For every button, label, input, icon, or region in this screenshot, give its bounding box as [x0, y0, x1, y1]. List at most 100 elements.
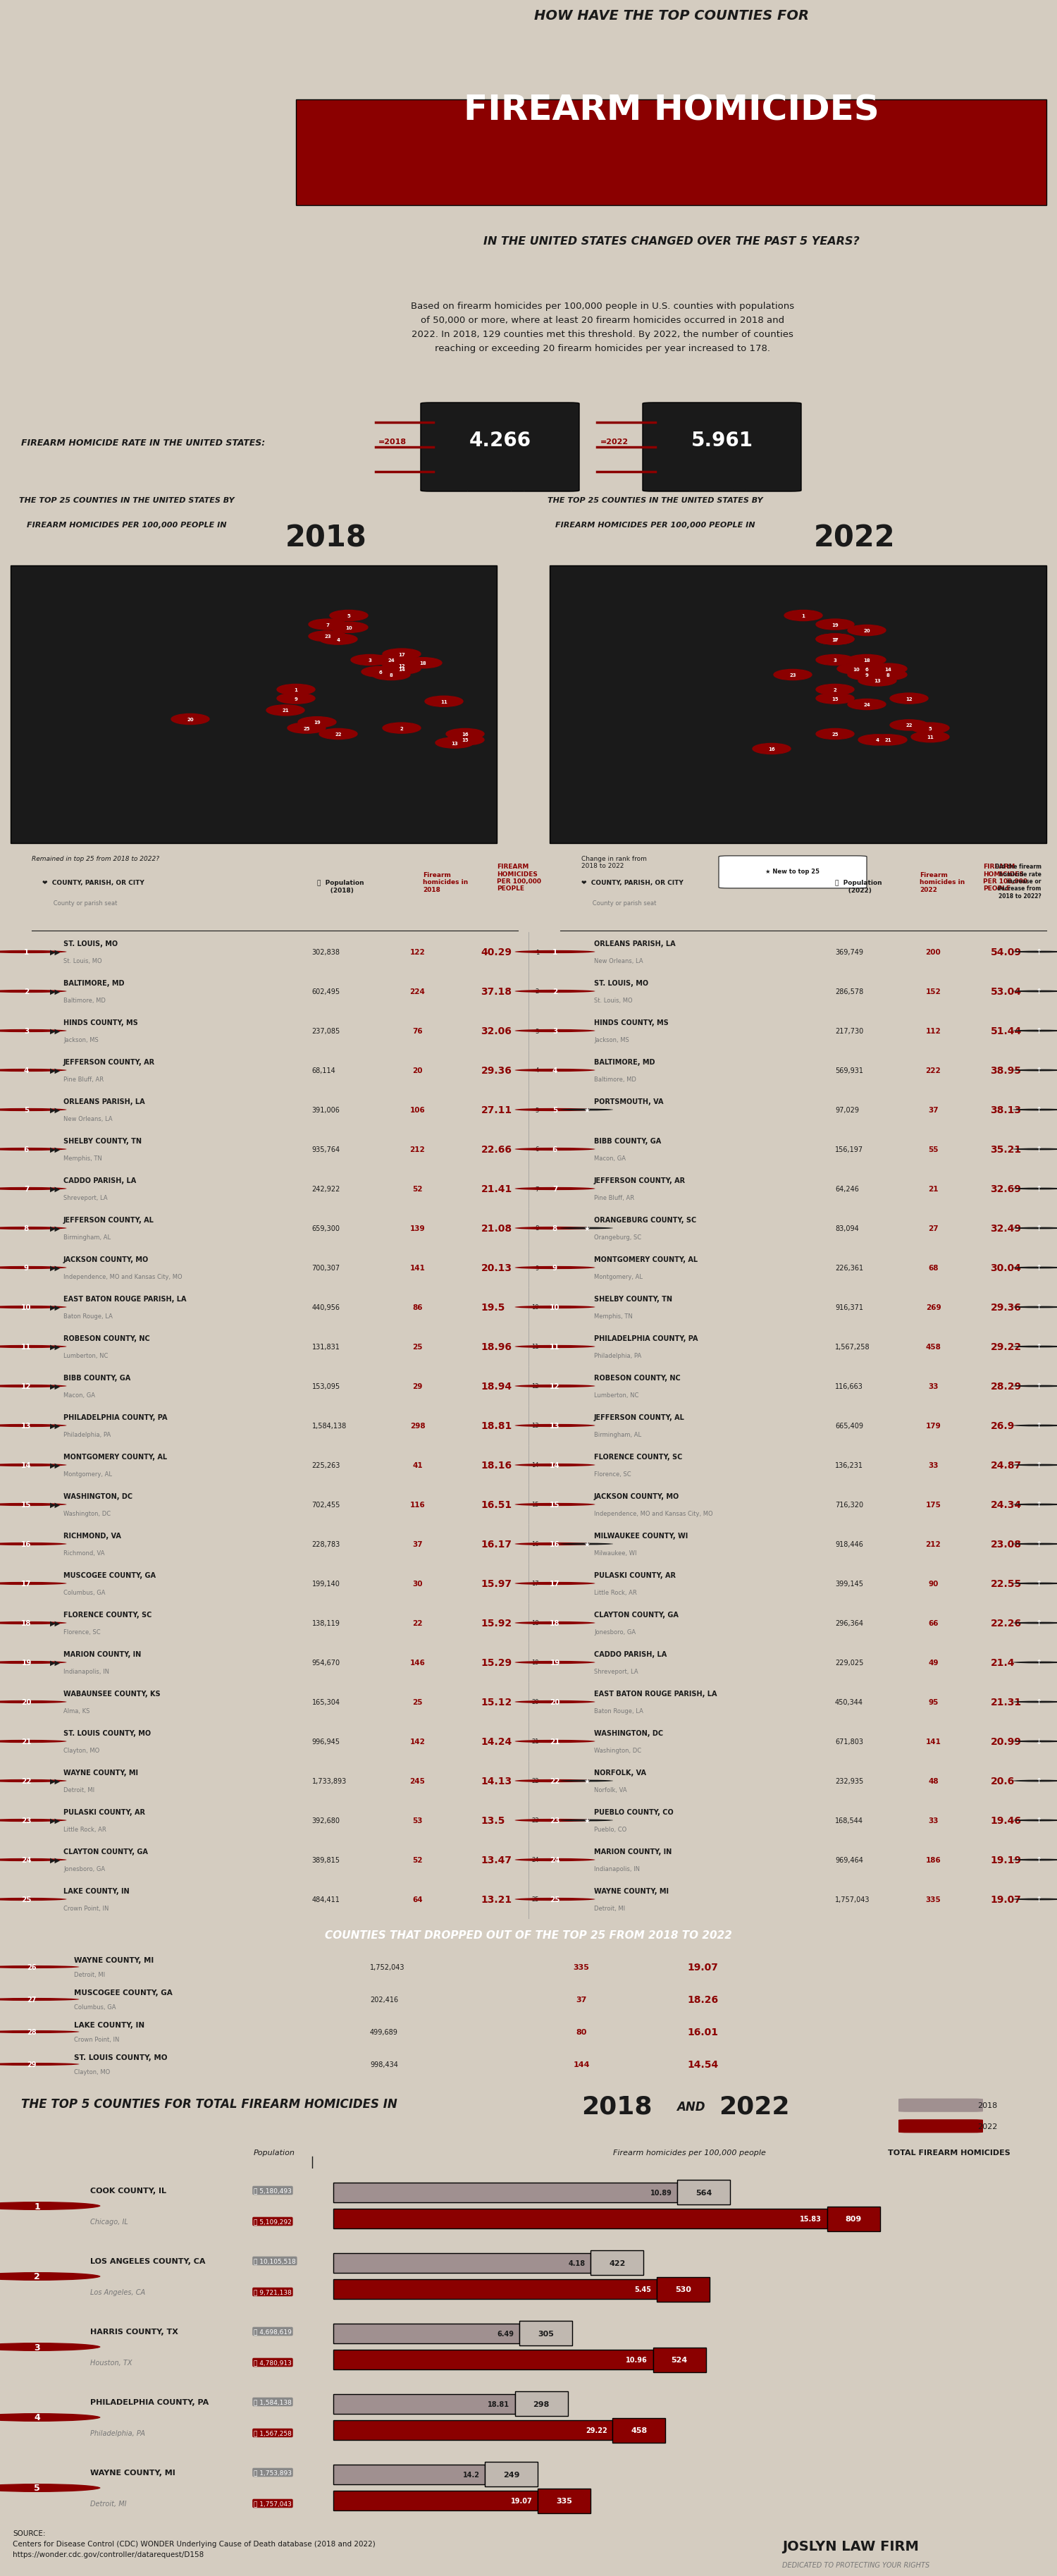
Circle shape: [848, 701, 886, 711]
Circle shape: [383, 649, 421, 659]
Text: ROBESON COUNTY, NC: ROBESON COUNTY, NC: [594, 1373, 681, 1381]
Text: 16.51: 16.51: [481, 1499, 512, 1510]
Text: 20.99: 20.99: [990, 1736, 1021, 1747]
Text: 8: 8: [535, 1226, 539, 1231]
Circle shape: [515, 1700, 595, 1703]
Text: ▶▶: ▶▶: [50, 1342, 60, 1350]
Circle shape: [351, 654, 389, 665]
Circle shape: [0, 1700, 67, 1703]
Text: 186: 186: [926, 1857, 941, 1862]
Text: BALTIMORE, MD: BALTIMORE, MD: [594, 1059, 655, 1066]
Text: 29: 29: [27, 2061, 36, 2069]
Text: 29.22: 29.22: [586, 2427, 608, 2434]
Text: 18: 18: [550, 1620, 560, 1625]
Text: 11: 11: [21, 1342, 32, 1350]
Circle shape: [435, 737, 474, 750]
Text: 21: 21: [21, 1739, 32, 1744]
Circle shape: [0, 1188, 67, 1190]
Text: 21.41: 21.41: [481, 1185, 512, 1193]
Circle shape: [0, 1504, 67, 1507]
Text: 95: 95: [928, 1698, 939, 1705]
Text: Philadelphia, PA: Philadelphia, PA: [63, 1432, 111, 1437]
Text: 7: 7: [326, 623, 330, 626]
Text: ▶▶: ▶▶: [50, 1185, 60, 1193]
Circle shape: [784, 611, 822, 621]
Text: Jackson, MS: Jackson, MS: [594, 1036, 629, 1043]
FancyBboxPatch shape: [719, 855, 867, 889]
Text: ↑: ↑: [1036, 1028, 1042, 1036]
Text: 13: 13: [21, 1422, 32, 1430]
Text: THE TOP 5 COUNTIES FOR TOTAL FIREARM HOMICIDES IN: THE TOP 5 COUNTIES FOR TOTAL FIREARM HOM…: [21, 2097, 397, 2110]
Text: 21: 21: [282, 708, 289, 714]
Circle shape: [848, 665, 886, 675]
Circle shape: [515, 1306, 595, 1309]
Text: COUNTIES THAT DROPPED OUT OF THE TOP 25 FROM 2018 TO 2022: COUNTIES THAT DROPPED OUT OF THE TOP 25 …: [324, 1929, 733, 1940]
Text: 20: 20: [550, 1698, 560, 1705]
Text: 49: 49: [928, 1659, 939, 1667]
Text: 19: 19: [832, 623, 838, 626]
Text: 13: 13: [532, 1422, 539, 1430]
Text: 48: 48: [928, 1777, 939, 1785]
Text: 141: 141: [926, 1739, 941, 1744]
Circle shape: [0, 2414, 100, 2421]
Text: 530: 530: [675, 2285, 691, 2293]
Text: Firearm homicides per 100,000 people: Firearm homicides per 100,000 people: [613, 2148, 766, 2156]
Text: TOTAL FIREARM HOMICIDES: TOTAL FIREARM HOMICIDES: [888, 2148, 1010, 2156]
Text: 2018: 2018: [581, 2094, 652, 2117]
Text: 1,567,258: 1,567,258: [835, 1342, 870, 1350]
Text: 7: 7: [535, 1185, 539, 1193]
Text: 199,140: 199,140: [312, 1579, 340, 1587]
Text: 6: 6: [535, 1146, 539, 1151]
Text: FIREARM HOMICIDE RATE IN THE UNITED STATES:: FIREARM HOMICIDE RATE IN THE UNITED STAT…: [21, 438, 265, 448]
Text: 90: 90: [928, 1579, 939, 1587]
Text: Norfolk, VA: Norfolk, VA: [594, 1788, 627, 1793]
Text: 9: 9: [553, 1265, 557, 1273]
Text: 52: 52: [412, 1857, 423, 1862]
Circle shape: [515, 1188, 595, 1190]
Text: 14: 14: [21, 1461, 32, 1468]
Text: 245: 245: [410, 1777, 425, 1785]
Text: 10: 10: [532, 1303, 539, 1311]
Text: 19.07: 19.07: [687, 1963, 718, 1973]
Circle shape: [319, 729, 357, 739]
Text: 4: 4: [34, 2414, 40, 2421]
Text: 11: 11: [441, 701, 447, 703]
Text: NORFOLK, VA: NORFOLK, VA: [594, 1770, 646, 1775]
Text: 4.266: 4.266: [469, 430, 531, 451]
Text: 458: 458: [631, 2427, 647, 2434]
Text: 97,029: 97,029: [835, 1108, 859, 1113]
Circle shape: [890, 721, 928, 732]
Text: 4: 4: [24, 1066, 29, 1074]
Circle shape: [0, 1662, 67, 1664]
Text: 14: 14: [398, 667, 405, 672]
Text: 27.11: 27.11: [481, 1105, 512, 1115]
Text: SOURCE:
Centers for Disease Control (CDC) WONDER Underlying Cause of Death datab: SOURCE: Centers for Disease Control (CDC…: [13, 2530, 375, 2558]
Text: 116,663: 116,663: [835, 1383, 864, 1391]
Text: ▶▶: ▶▶: [50, 1422, 60, 1430]
Text: per 100,000 people: per 100,000 people: [688, 484, 756, 492]
Text: 17: 17: [398, 652, 405, 657]
Circle shape: [0, 1739, 67, 1744]
Circle shape: [425, 696, 463, 708]
Text: 26.9: 26.9: [990, 1422, 1015, 1430]
Circle shape: [774, 670, 812, 680]
Text: Change in rank from
2018 to 2022: Change in rank from 2018 to 2022: [581, 855, 647, 868]
Text: 5: 5: [928, 726, 932, 732]
Text: 9: 9: [24, 1265, 29, 1273]
Text: 716,320: 716,320: [835, 1502, 864, 1507]
Text: ↑: ↑: [1036, 1816, 1042, 1824]
Text: BIBB COUNTY, GA: BIBB COUNTY, GA: [63, 1373, 131, 1381]
Text: 13: 13: [874, 680, 880, 683]
Circle shape: [0, 1386, 67, 1388]
Text: 24: 24: [864, 703, 870, 706]
Circle shape: [753, 744, 791, 755]
Text: 12: 12: [398, 665, 405, 667]
Text: 935,764: 935,764: [312, 1146, 340, 1154]
Text: Shreveport, LA: Shreveport, LA: [594, 1669, 638, 1674]
Text: 237,085: 237,085: [312, 1028, 340, 1036]
Circle shape: [515, 951, 595, 953]
Text: 22: 22: [335, 732, 341, 737]
Text: ★: ★: [583, 1777, 590, 1785]
Text: FLORENCE COUNTY, SC: FLORENCE COUNTY, SC: [63, 1610, 152, 1618]
Text: 25: 25: [832, 732, 838, 737]
